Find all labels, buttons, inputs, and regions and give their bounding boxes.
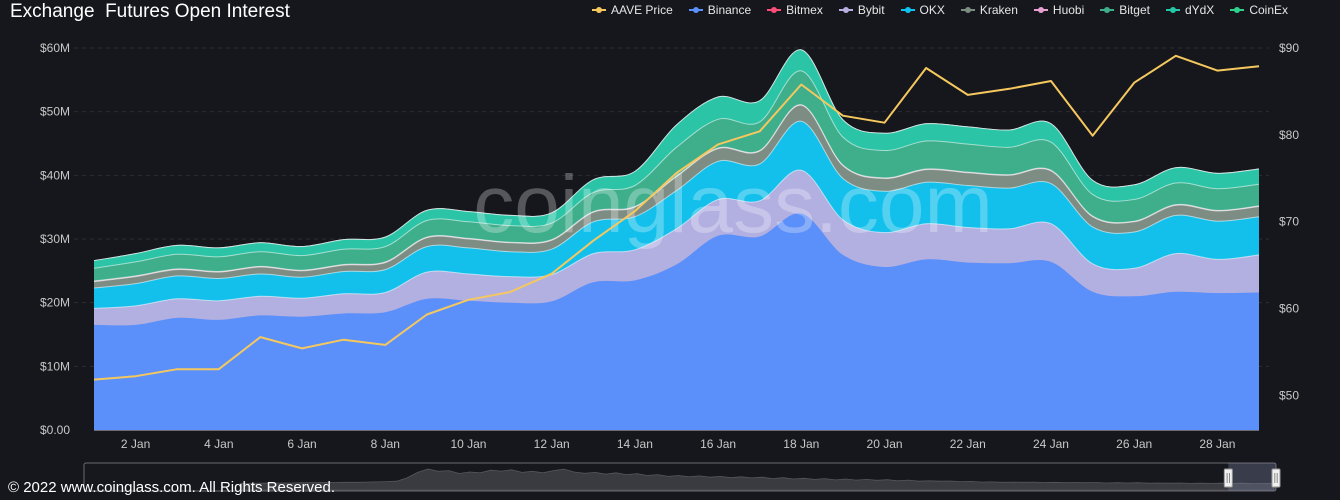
legend-item-dydx[interactable]: dYdX: [1165, 3, 1215, 17]
legend-item-okx[interactable]: OKX: [900, 3, 945, 17]
y-left-tick-label: $30M: [40, 232, 70, 246]
legend-swatch-bitget: [1100, 5, 1115, 15]
x-tick-label: 28 Jan: [1199, 437, 1235, 451]
x-tick-label: 22 Jan: [950, 437, 986, 451]
chart-title: Exchange Futures Open Interest: [10, 1, 290, 22]
y-left-tick-label: $10M: [40, 359, 70, 373]
y-right-tick-label: $80: [1279, 128, 1299, 142]
legend-label-bitget: Bitget: [1119, 3, 1150, 17]
legend-swatch-bitmex: [767, 5, 782, 15]
y-left-tick-label: $60M: [40, 41, 70, 55]
area-edge-huobi: [93, 104, 1260, 282]
x-tick-label: 10 Jan: [450, 437, 486, 451]
x-tick-label: 16 Jan: [700, 437, 736, 451]
area-edge-kraken: [93, 104, 1260, 283]
x-tick-label: 2 Jan: [121, 437, 150, 451]
legend-swatch-huobi: [1033, 5, 1048, 15]
x-tick-label: 8 Jan: [371, 437, 400, 451]
watermark: coinglass.com: [473, 159, 993, 250]
legend: AAVE Price Binance Bitmex Bybit OKX Krak…: [591, 3, 1288, 17]
y-right-tick-label: $70: [1279, 215, 1299, 229]
legend-swatch-dydx: [1165, 5, 1180, 15]
legend-swatch-coinex: [1230, 5, 1245, 15]
y-right-tick-label: $90: [1279, 41, 1299, 55]
y-right-tick-label: $60: [1279, 301, 1299, 315]
legend-label-binance: Binance: [707, 3, 752, 17]
legend-item-kraken[interactable]: Kraken: [960, 3, 1018, 17]
x-tick-label: 24 Jan: [1033, 437, 1069, 451]
x-tick-label: 20 Jan: [867, 437, 903, 451]
area-edge-bitget: [93, 70, 1260, 269]
legend-item-bitmex[interactable]: Bitmex: [767, 3, 823, 17]
navigator-handle-left[interactable]: [1223, 468, 1233, 488]
stacked-areas: [93, 49, 1260, 431]
x-tick-label: 26 Jan: [1116, 437, 1152, 451]
price-line[interactable]: [93, 54, 1260, 381]
legend-item-coinex[interactable]: CoinEx: [1230, 3, 1288, 17]
legend-swatch-okx: [900, 5, 915, 15]
y-left-tick-label: $0.00: [40, 423, 70, 437]
legend-label-coinex: CoinEx: [1249, 3, 1288, 17]
area-binance[interactable]: [94, 213, 1259, 430]
legend-label-bybit: Bybit: [857, 3, 885, 17]
legend-swatch-kraken: [960, 5, 975, 15]
legend-item-bitget[interactable]: Bitget: [1100, 3, 1150, 17]
area-edge-dydx: [93, 49, 1260, 262]
x-tick-label: 6 Jan: [287, 437, 316, 451]
copyright: © 2022 www.coinglass.com. All Rights Res…: [8, 479, 336, 496]
price-line-layer: [93, 54, 1260, 381]
legend-label-kraken: Kraken: [979, 3, 1018, 17]
legend-swatch-aave-price: [591, 5, 606, 15]
legend-label-aave-price: AAVE Price: [610, 3, 673, 17]
area-edge-bybit: [93, 169, 1260, 309]
x-tick-label: 12 Jan: [534, 437, 570, 451]
y-left-tick-label: $20M: [40, 296, 70, 310]
y-right-tick-label: $50: [1279, 388, 1299, 402]
legend-label-huobi: Huobi: [1052, 3, 1085, 17]
legend-item-aave-price[interactable]: AAVE Price: [591, 3, 673, 17]
area-edge-okx: [93, 120, 1260, 289]
navigator-handle-right[interactable]: [1271, 468, 1281, 488]
y-left-tick-label: $50M: [40, 105, 70, 119]
axes: $0.00 $10M $20M $30M $40M $50M $60M $50 $60 $70 $8…: [40, 41, 1299, 451]
y-left-tick-label: $40M: [40, 168, 70, 182]
x-tick-label: 4 Jan: [204, 437, 233, 451]
legend-label-okx: OKX: [919, 3, 945, 17]
legend-item-huobi[interactable]: Huobi: [1033, 3, 1085, 17]
legend-swatch-bybit: [838, 5, 853, 15]
navigator-selection[interactable]: [1228, 463, 1276, 491]
legend-item-binance[interactable]: Binance: [688, 3, 752, 17]
navigator-profile: [239, 468, 1275, 491]
legend-label-bitmex: Bitmex: [786, 3, 823, 17]
x-tick-label: 18 Jan: [783, 437, 819, 451]
legend-label-dydx: dYdX: [1184, 3, 1215, 17]
navigator[interactable]: [83, 462, 1281, 492]
x-tick-label: 14 Jan: [617, 437, 653, 451]
legend-swatch-binance: [688, 5, 703, 15]
legend-item-bybit[interactable]: Bybit: [838, 3, 885, 17]
